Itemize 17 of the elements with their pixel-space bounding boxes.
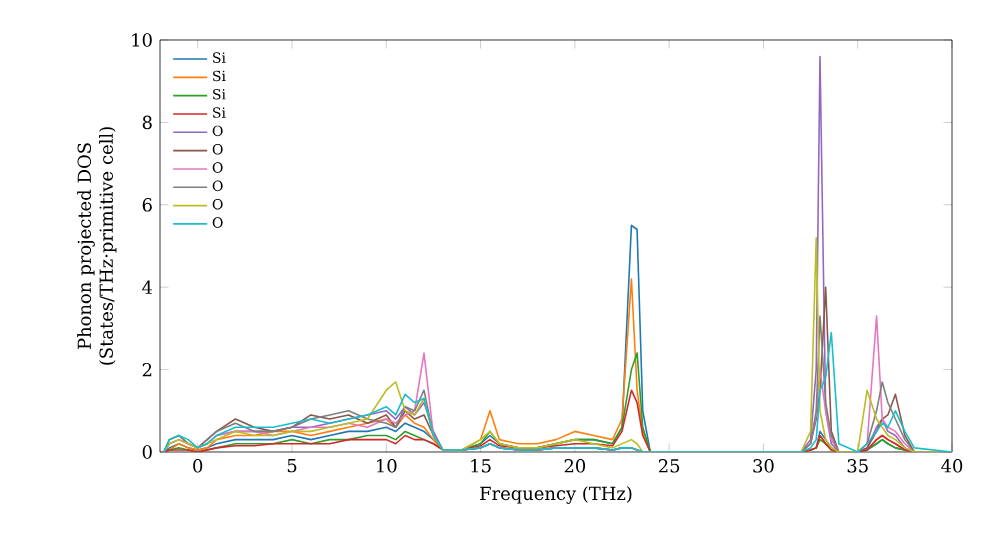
x-tick-label: 25 <box>658 459 680 473</box>
x-tick-label: 35 <box>847 459 868 473</box>
x-axis-title: Frequency (THz) <box>480 486 632 504</box>
y-tick-label: 2 <box>142 362 152 377</box>
x-tick-label: 0 <box>193 459 203 473</box>
y-axis-title: Phonon projected DOS (States/THz·primitive cell) <box>77 127 117 365</box>
y-tick-label: 8 <box>142 115 152 130</box>
y-tick-label: 4 <box>142 280 153 294</box>
y-tick-label: 6 <box>142 198 152 212</box>
x-tick-label: 5 <box>287 459 297 473</box>
x-tick-label: 30 <box>753 459 774 473</box>
x-tick-label: 15 <box>471 459 491 473</box>
y-tick-label: 0 <box>142 445 152 459</box>
y-tick-label: 10 <box>132 33 152 47</box>
x-tick-label: 40 <box>941 459 963 473</box>
x-tick-label: 10 <box>377 459 397 473</box>
x-tick-label: 20 <box>564 459 586 473</box>
